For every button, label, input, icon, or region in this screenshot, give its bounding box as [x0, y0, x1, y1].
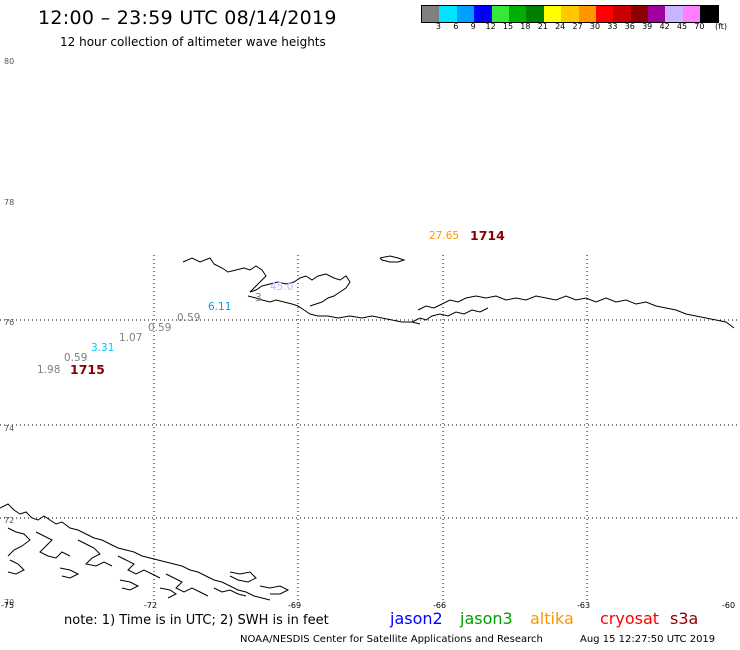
legend-swatch [526, 6, 544, 22]
legend-label: 15 [502, 22, 514, 31]
legend-label: 21 [537, 22, 548, 31]
coast-segment [77, 539, 113, 567]
coast-segment [379, 255, 406, 263]
satellite-jason2: jason2 [390, 609, 443, 628]
legend-swatch [474, 6, 492, 22]
longitude-label: -72 [144, 601, 158, 610]
coast-segment [165, 573, 209, 597]
longitude-label: -75 [1, 601, 15, 610]
legend-label: 9 [470, 22, 476, 31]
legend-unit: (ft) [714, 22, 728, 31]
legend-label: 33 [607, 22, 618, 31]
color-legend [421, 5, 719, 23]
legend-swatch [613, 6, 631, 22]
pass-time-1715: 1715 [70, 362, 105, 377]
wave-height-value: 1.07 [119, 332, 143, 344]
legend-swatch [561, 6, 579, 22]
coast-segment [117, 555, 161, 579]
legend-swatch [508, 6, 527, 22]
latitude-label: 72 [4, 516, 15, 525]
wave-height-value: 0.59 [177, 312, 201, 324]
legend-label: 12 [485, 22, 496, 31]
coast-segment [35, 531, 71, 559]
longitude-label: -60 [722, 601, 736, 610]
satellite-s3a: s3a [670, 609, 699, 628]
legend-label: 45 [676, 22, 688, 31]
legend-swatch [700, 6, 718, 22]
legend-label: 24 [555, 22, 566, 31]
wave-height-value: 0.59 [148, 322, 172, 334]
latitude-label: 74 [4, 424, 15, 433]
wave-height-value: 45.0 [270, 281, 294, 293]
coast-segment [229, 571, 257, 583]
coast-segment [119, 579, 140, 591]
wave-height-value: 3.31 [91, 342, 115, 354]
legend-swatch [543, 6, 562, 22]
coast-segment [0, 503, 271, 601]
satellite-cryosat: cryosat [600, 609, 660, 628]
wave-height-value: 1.98 [37, 364, 61, 376]
legend-label: 6 [453, 22, 459, 31]
wave-height-value: 0.59 [64, 352, 88, 364]
graticule [0, 255, 740, 600]
coast-segment [247, 295, 305, 311]
map-subtitle: 12 hour collection of altimeter wave hei… [60, 35, 326, 49]
legend-swatch [630, 6, 649, 22]
coast-segment [159, 587, 177, 599]
legend-label: 42 [659, 22, 670, 31]
legend-swatch [422, 6, 440, 22]
legend-label: 3 [435, 22, 441, 31]
coast-segment [7, 527, 31, 557]
latitude-label: 70 [4, 598, 15, 607]
timestamp-text: Aug 15 12:27:50 UTC 2019 [580, 634, 716, 645]
legend-label: 39 [642, 22, 653, 31]
wave-height-value: 27.65 [429, 230, 460, 242]
legend-swatch [682, 6, 701, 22]
longitude-label: -69 [288, 601, 302, 610]
pass-time-1714: 1714 [470, 228, 505, 243]
satellite-jason3: jason3 [460, 609, 513, 628]
longitude-label: -66 [433, 601, 447, 610]
latitude-label: 80 [4, 57, 15, 66]
wave-height-value: 6.11 [208, 301, 232, 313]
coast-segment [417, 295, 735, 329]
wave-height-value: 3 [255, 292, 262, 304]
legend-label: 36 [624, 22, 635, 31]
legend-swatch [665, 6, 683, 22]
legend-swatch [439, 6, 457, 22]
legend-swatch [648, 6, 666, 22]
coast-segment [303, 309, 421, 325]
coast-segment [259, 585, 290, 595]
legend-swatch [595, 6, 614, 22]
longitude-label: -63 [577, 601, 591, 610]
coast-segment [411, 307, 489, 323]
legend-swatch [578, 6, 596, 22]
coast-segment [213, 587, 247, 597]
note-text: note: 1) Time is in UTC; 2) SWH is in fe… [64, 613, 329, 628]
legend-swatch [456, 6, 475, 22]
latitude-label: 76 [4, 318, 15, 327]
credit-text: NOAA/NESDIS Center for Satellite Applica… [240, 634, 543, 645]
coast-segment [7, 559, 25, 575]
legend-label: 27 [572, 22, 583, 31]
coast-segment [59, 567, 80, 579]
coastline [0, 255, 735, 601]
coast-segment [182, 257, 351, 307]
legend-label: 18 [520, 22, 531, 31]
legend-swatch [491, 6, 509, 22]
map-title: 12:00 – 23:59 UTC 08/14/2019 [38, 7, 337, 29]
latitude-label: 78 [4, 198, 15, 207]
legend-label: 30 [589, 22, 601, 31]
legend-label: 70 [694, 22, 705, 31]
satellite-altika: altika [530, 609, 574, 628]
